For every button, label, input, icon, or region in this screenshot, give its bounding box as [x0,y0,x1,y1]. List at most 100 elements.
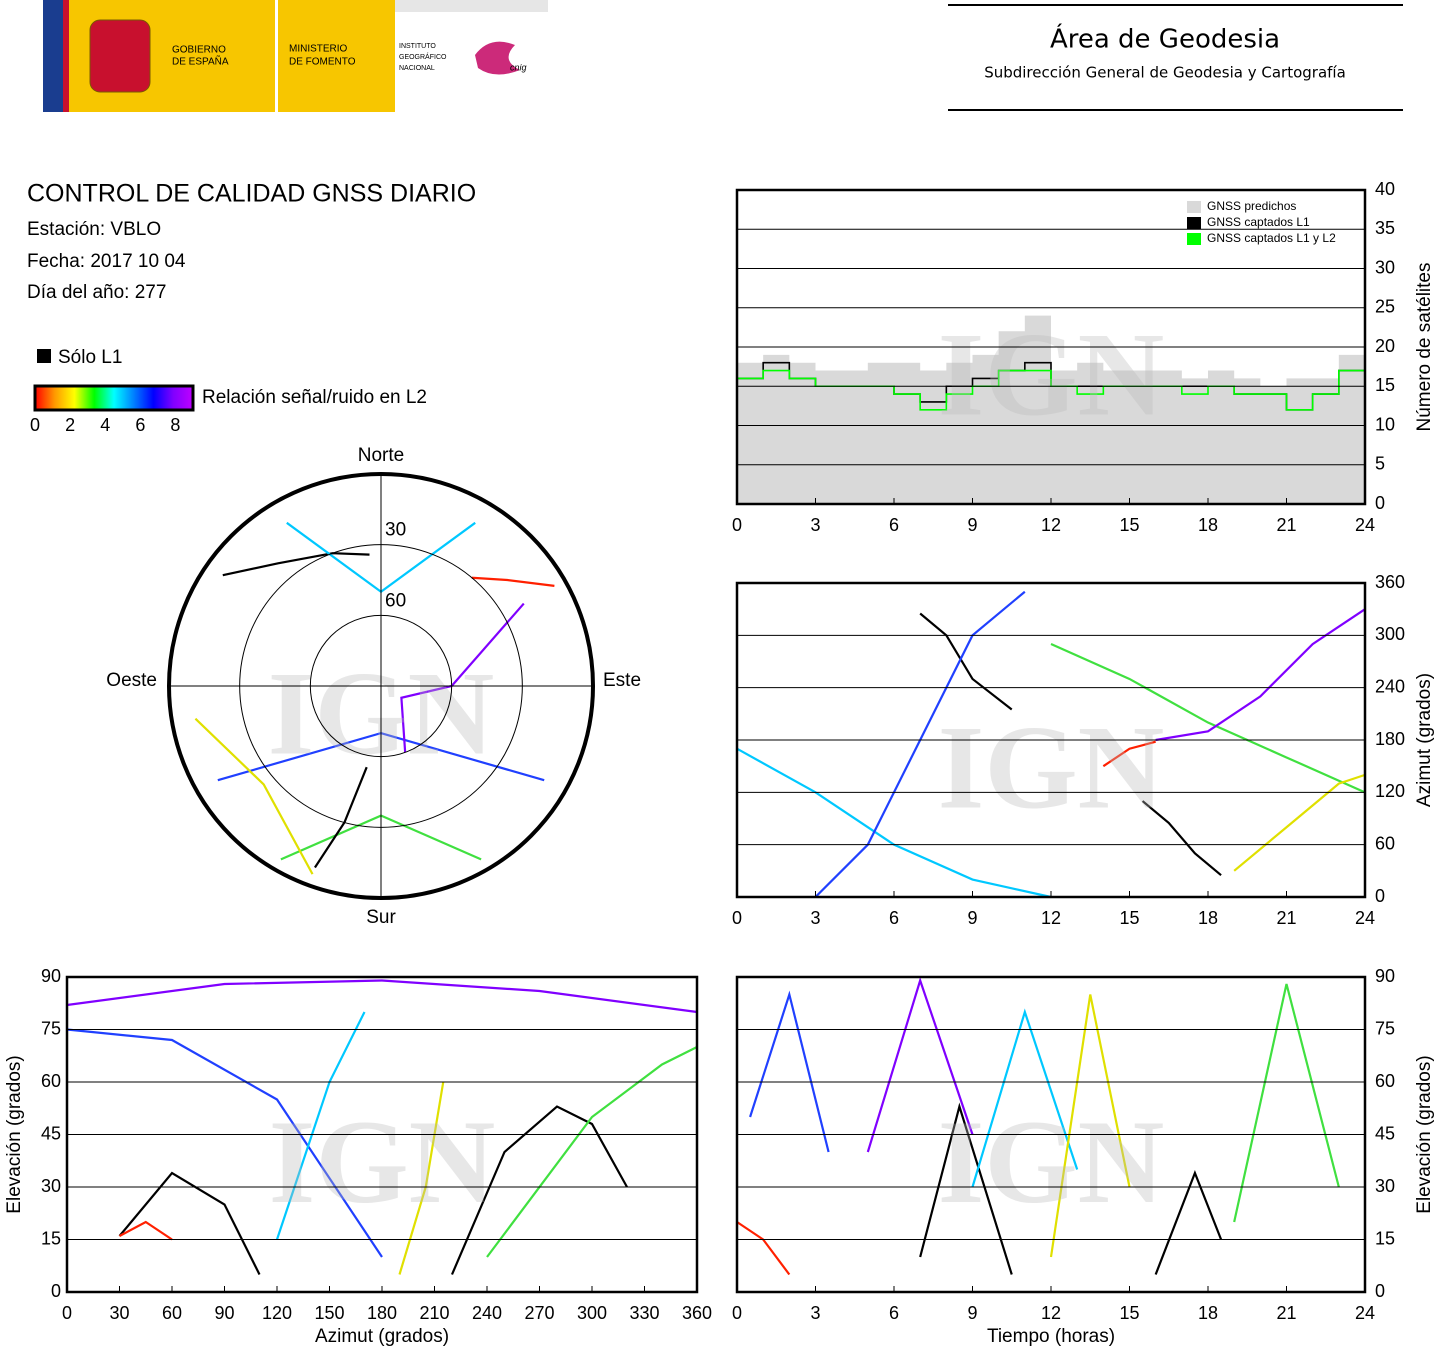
y-axis-label: Número de satélites [1414,263,1435,432]
x-tick-label: 6 [889,908,899,928]
logo-block: GOBIERNO DE ESPAÑA MINISTERIO DE FOMENTO… [43,0,548,112]
x-tick-label: 210 [419,1303,449,1323]
x-tick-label: 12 [1041,515,1061,535]
plot-frame [735,975,1367,1294]
ministerio-text: MINISTERIO [289,44,348,55]
y-axis-label: Elevación (grados) [4,1055,25,1213]
y-tick-label: 75 [41,1018,61,1038]
x-tick-label: 0 [732,908,742,928]
y-tick-label: 5 [1375,454,1385,474]
legend-label: GNSS captados L1 y L2 [1207,231,1336,245]
x-tick-label: 30 [109,1303,129,1323]
x-tick-label: 180 [367,1303,397,1323]
satellite-track [66,979,698,1014]
x-tick-label: 3 [810,908,820,928]
plot-frame [65,975,699,1294]
satellite-track [1155,608,1366,742]
watermark: IGN [938,308,1165,441]
instituto-text: INSTITUTO [399,43,436,50]
x-tick-label: 12 [1041,1303,1061,1323]
x-tick-label: 3 [810,1303,820,1323]
y-tick-label: 0 [51,1281,61,1301]
satellite-track [1049,994,1131,1258]
satellite-track [866,976,974,1153]
x-tick-label: 24 [1355,908,1375,928]
snr-label: Relación señal/ruido en L2 [202,387,427,408]
skyplot-track [471,576,555,587]
watermark: IGN [938,1095,1165,1228]
y-tick-label: 35 [1375,218,1395,238]
instituto-bar [395,0,548,12]
area-subtitle: Subdirección General de Geodesia y Carto… [984,64,1346,82]
skyplot-track [222,552,370,577]
satellite-track [450,1105,628,1275]
y-tick-label: 30 [1375,1176,1395,1196]
y-tick-label: 120 [1375,781,1405,801]
y-tick-label: 60 [1375,1071,1395,1091]
x-tick-label: 9 [967,1303,977,1323]
snr-tick-label: 6 [135,415,145,435]
y-axis-label: Azimut (grados) [1414,673,1435,807]
ring-label: 60 [385,590,406,611]
x-tick-label: 12 [1041,908,1061,928]
satellite-track [919,612,1013,711]
y-tick-label: 40 [1375,179,1395,199]
x-axis-label: Tiempo (horas) [987,1326,1115,1347]
direction-label: Oeste [106,670,157,691]
x-tick-label: 270 [524,1303,554,1323]
plot-frame [735,188,1367,506]
y-tick-label: 0 [1375,886,1385,906]
elevation-ring [309,614,453,758]
y-tick-label: 20 [1375,336,1395,356]
x-tick-label: 240 [472,1303,502,1323]
instituto-text: GEOGRÁFICO [399,52,447,61]
y-tick-label: 60 [1375,833,1395,853]
x-tick-label: 60 [162,1303,182,1323]
x-axis-label: Azimut (grados) [315,1326,449,1347]
ring-label: 30 [385,520,406,541]
satellite-track [971,1008,1079,1188]
satellite-track [736,1221,791,1276]
x-tick-label: 15 [1119,1303,1139,1323]
snr-tick-label: 0 [30,415,40,435]
legend-swatch [1187,217,1201,229]
direction-label: Este [603,670,641,691]
ministerio-box [278,0,395,112]
x-tick-label: 15 [1119,908,1139,928]
x-tick-label: 120 [262,1303,292,1323]
skyplot-track [314,766,368,869]
x-tick-label: 21 [1276,908,1296,928]
direction-label: Sur [366,907,396,928]
legend-swatch [1187,201,1201,213]
x-tick-label: 21 [1276,1303,1296,1323]
x-tick-label: 330 [629,1303,659,1323]
report-title: CONTROL DE CALIDAD GNSS DIARIO [27,180,476,208]
report-line: Estación: VBLO [27,219,161,240]
report-line: Fecha: 2017 10 04 [27,251,186,272]
x-tick-label: 300 [577,1303,607,1323]
y-tick-label: 15 [1375,1228,1395,1248]
x-tick-label: 0 [62,1303,72,1323]
ministerio-text: DE FOMENTO [289,57,356,68]
direction-label: Norte [358,445,404,466]
satellite-track [1233,983,1340,1223]
y-tick-label: 45 [1375,1123,1395,1143]
x-tick-label: 0 [732,515,742,535]
instituto-text: NACIONAL [399,65,435,72]
y-tick-label: 75 [1375,1018,1395,1038]
x-tick-label: 9 [967,515,977,535]
elevation-ring [239,544,523,828]
satellite-track [1154,1169,1223,1275]
gobierno-text: GOBIERNO [172,45,226,56]
y-tick-label: 10 [1375,414,1395,434]
y-tick-label: 300 [1375,624,1405,644]
flag-red [63,0,69,112]
solo-l1-label: Sólo L1 [58,347,122,368]
x-tick-label: 6 [889,1303,899,1323]
x-tick-label: 24 [1355,515,1375,535]
satellite-track [749,990,830,1153]
cnig-text: cnig [510,62,527,72]
satellite-track [1141,800,1222,877]
y-tick-label: 60 [41,1071,61,1091]
